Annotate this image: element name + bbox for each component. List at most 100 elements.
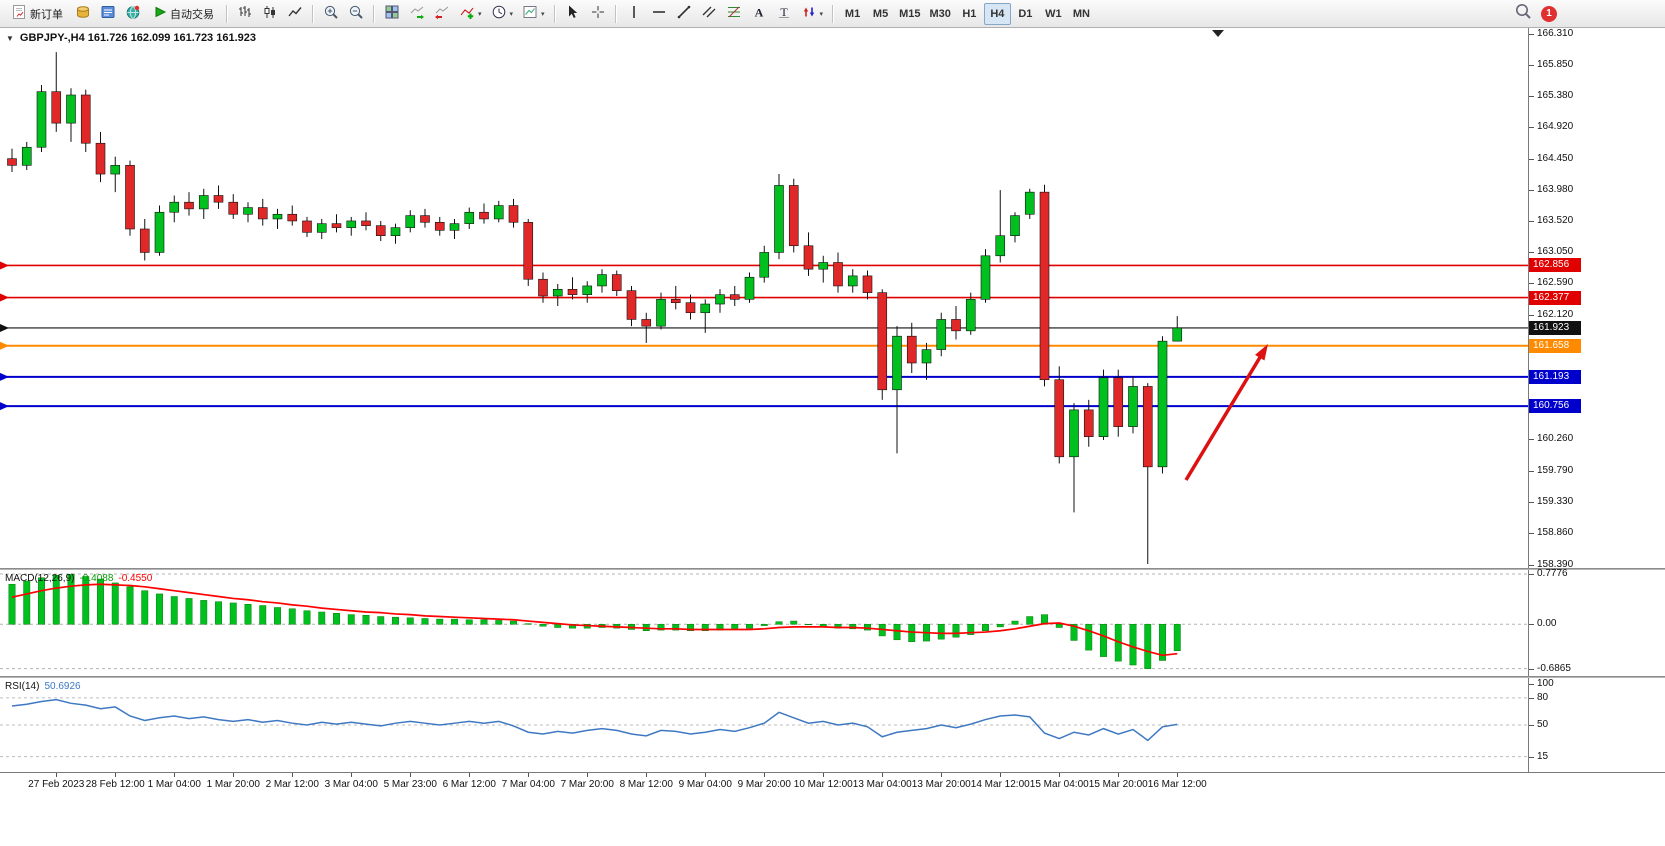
templates-button[interactable]: ▾ xyxy=(518,3,549,25)
time-tick xyxy=(705,773,707,777)
macd-label: MACD(12,26,9) -0.4088 -0.4550 xyxy=(5,573,152,584)
axis-tick xyxy=(1529,96,1534,98)
price-tag: 160.756 xyxy=(1529,399,1581,414)
price-tick-label: 162.120 xyxy=(1537,308,1574,320)
time-tick xyxy=(1059,773,1061,777)
toolbar-separator xyxy=(312,4,314,23)
trendline-button[interactable] xyxy=(672,3,696,25)
auto-scroll-button[interactable] xyxy=(405,3,429,25)
axis-tick xyxy=(1529,668,1534,670)
vertical-line-icon xyxy=(626,4,642,23)
indicators-button[interactable]: ▾ xyxy=(455,3,486,25)
pane-splitter[interactable] xyxy=(0,676,1665,678)
timeframe-m15-button[interactable]: M15 xyxy=(895,3,924,25)
axis-tick xyxy=(1529,564,1534,566)
timeframe-m5-button[interactable]: M5 xyxy=(867,3,894,25)
autotrade-button[interactable]: 自动交易 xyxy=(146,3,221,25)
axis-tick xyxy=(1529,439,1534,441)
time-label: 8 Mar 12:00 xyxy=(619,779,673,790)
macd-canvas[interactable] xyxy=(0,570,1528,676)
search-icon[interactable] xyxy=(1514,2,1532,25)
coins-icon xyxy=(75,4,91,23)
timeframe-h4-button[interactable]: H4 xyxy=(983,2,1011,25)
time-label: 1 Mar 04:00 xyxy=(147,779,201,790)
crosshair-button[interactable] xyxy=(586,3,610,25)
periods-button[interactable]: ▾ xyxy=(487,3,518,25)
crosshair-icon xyxy=(590,4,606,23)
time-label: 14 Mar 12:00 xyxy=(970,779,1030,790)
timeframe-h1-button[interactable]: H1 xyxy=(956,3,983,25)
timeframe-d1-button[interactable]: D1 xyxy=(1012,3,1039,25)
pane-splitter[interactable] xyxy=(0,568,1665,570)
chart-shift-icon xyxy=(434,4,450,23)
price-tag: 162.377 xyxy=(1529,290,1581,305)
rsi-level-label: 100 xyxy=(1537,678,1554,689)
data-window-icon xyxy=(100,4,116,23)
price-tick-label: 159.790 xyxy=(1537,464,1574,476)
time-tick xyxy=(469,773,471,777)
price-tag: 161.923 xyxy=(1529,320,1581,335)
fibonacci-button[interactable] xyxy=(722,3,746,25)
timeframe-mn-button[interactable]: MN xyxy=(1068,3,1095,25)
time-tick xyxy=(410,773,412,777)
time-tick xyxy=(882,773,884,777)
time-label: 3 Mar 04:00 xyxy=(324,779,378,790)
main-chart-pane: ▼ GBPJPY-,H4 161.726 162.099 161.723 161… xyxy=(0,28,1528,568)
price-tick-label: 158.860 xyxy=(1537,527,1574,539)
globe-button[interactable] xyxy=(121,3,145,25)
time-axis[interactable]: 27 Feb 2023 28 Feb 12:00 1 Mar 04:00 1 Mar … xyxy=(0,772,1665,795)
axis-tick xyxy=(1529,127,1534,129)
periods-icon xyxy=(491,4,507,23)
timeframe-w1-button[interactable]: W1 xyxy=(1040,3,1067,25)
rsi-level-label: 80 xyxy=(1537,691,1549,703)
axis-tick xyxy=(1529,252,1534,254)
rsi-label: RSI(14) 50.6926 xyxy=(5,681,81,692)
price-tick-label: 163.520 xyxy=(1537,214,1574,226)
price-tick-label: 158.390 xyxy=(1537,558,1574,570)
macd-signal-value: -0.4550 xyxy=(118,573,153,584)
arrows-icon xyxy=(801,4,817,23)
macd-scale-label: -0.6865 xyxy=(1537,662,1571,674)
time-label: 9 Mar 20:00 xyxy=(737,779,791,790)
one-click-expand-arrow[interactable]: ▼ xyxy=(6,33,14,43)
data-window-button[interactable] xyxy=(96,3,120,25)
rsi-axis[interactable]: 100 80 50 15 xyxy=(1528,678,1665,772)
bar-chart-button[interactable] xyxy=(233,3,257,25)
globe-icon xyxy=(125,4,141,23)
time-label: 28 Feb 12:00 xyxy=(85,779,145,790)
arrows-button[interactable]: ▾ xyxy=(797,3,828,25)
horizontal-line-button[interactable] xyxy=(647,3,671,25)
macd-axis[interactable]: 0.7776 0.00 -0.6865 xyxy=(1528,568,1665,676)
channel-button[interactable] xyxy=(697,3,721,25)
vertical-line-button[interactable] xyxy=(622,3,646,25)
line-chart-button[interactable] xyxy=(283,3,307,25)
cursor-button[interactable] xyxy=(561,3,585,25)
chevron-down-icon: ▾ xyxy=(478,10,482,18)
time-tick xyxy=(56,773,58,777)
axis-tick xyxy=(1529,314,1534,316)
zoom-in-button[interactable] xyxy=(319,3,343,25)
timeframe-m30-button[interactable]: M30 xyxy=(925,3,954,25)
toolbar-right-group: 1 xyxy=(1514,2,1557,25)
chart-shift-button[interactable] xyxy=(430,3,454,25)
rsi-canvas[interactable] xyxy=(0,678,1528,772)
timeframe-m1-button[interactable]: M1 xyxy=(839,3,866,25)
auto-scroll-icon xyxy=(409,4,425,23)
trendline-icon xyxy=(676,4,692,23)
notification-badge[interactable]: 1 xyxy=(1541,5,1557,22)
tile-windows-icon xyxy=(384,4,400,23)
candlestick-chart-button[interactable] xyxy=(258,3,282,25)
text-button[interactable]: A xyxy=(747,3,771,25)
chart-workspace: ▼ GBPJPY-,H4 161.726 162.099 161.723 161… xyxy=(0,28,1665,846)
text-label-button[interactable]: T xyxy=(772,3,796,25)
price-axis[interactable]: 166.310 165.850 165.380 164.920 164.450 163.9… xyxy=(1528,28,1665,570)
zoom-out-button[interactable] xyxy=(344,3,368,25)
time-tick xyxy=(1177,773,1179,777)
main-chart-canvas[interactable] xyxy=(0,28,1528,568)
time-tick xyxy=(528,773,530,777)
tile-windows-button[interactable] xyxy=(380,3,404,25)
price-tick-label: 159.330 xyxy=(1537,495,1574,507)
toolbar-separator xyxy=(373,4,375,23)
coins-button[interactable] xyxy=(71,3,95,25)
new-order-button[interactable]: 新订单 xyxy=(4,3,70,25)
